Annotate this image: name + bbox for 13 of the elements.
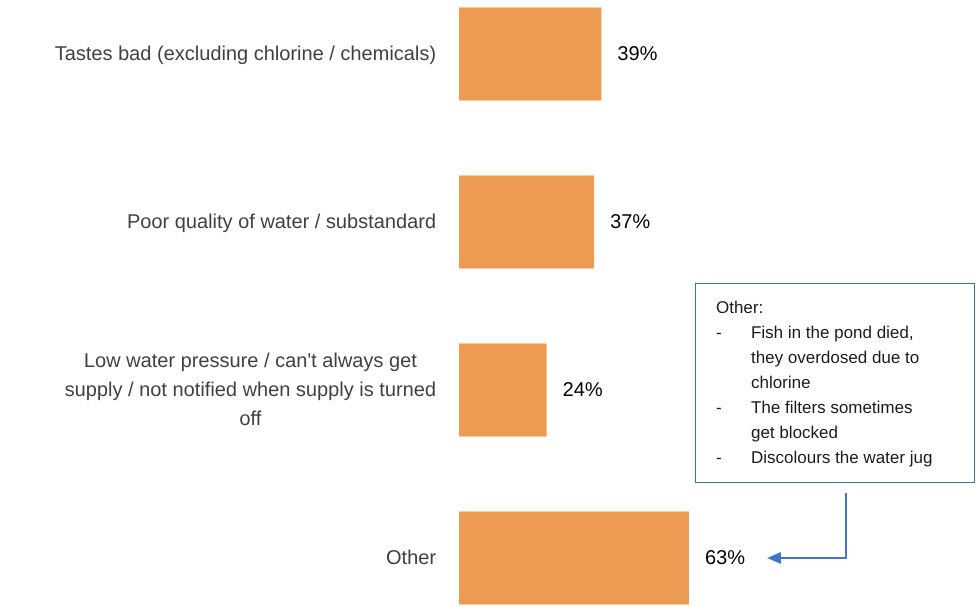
y-tick-label: Poor quality of water / substandard (126, 211, 436, 233)
data-label: 39% (617, 43, 658, 65)
y-tick-label: Tastes bad (excluding chlorine / chemicals) (54, 43, 436, 65)
data-label: 24% (562, 379, 603, 401)
bar (459, 512, 689, 604)
y-tick-label: Other (386, 547, 436, 569)
data-label: 63% (705, 547, 746, 569)
bar (459, 8, 602, 100)
bar (459, 344, 547, 436)
bar (459, 176, 594, 268)
text: Other: - Fish in the pond died, they overdosed due to chlorine - The filters sometimes get blocked - Discolours the water jug (716, 298, 932, 467)
y-tick-label: Low water pressure / can't always get supply / not notified when supply is turned off (64, 350, 436, 430)
data-label: 37% (610, 211, 650, 233)
